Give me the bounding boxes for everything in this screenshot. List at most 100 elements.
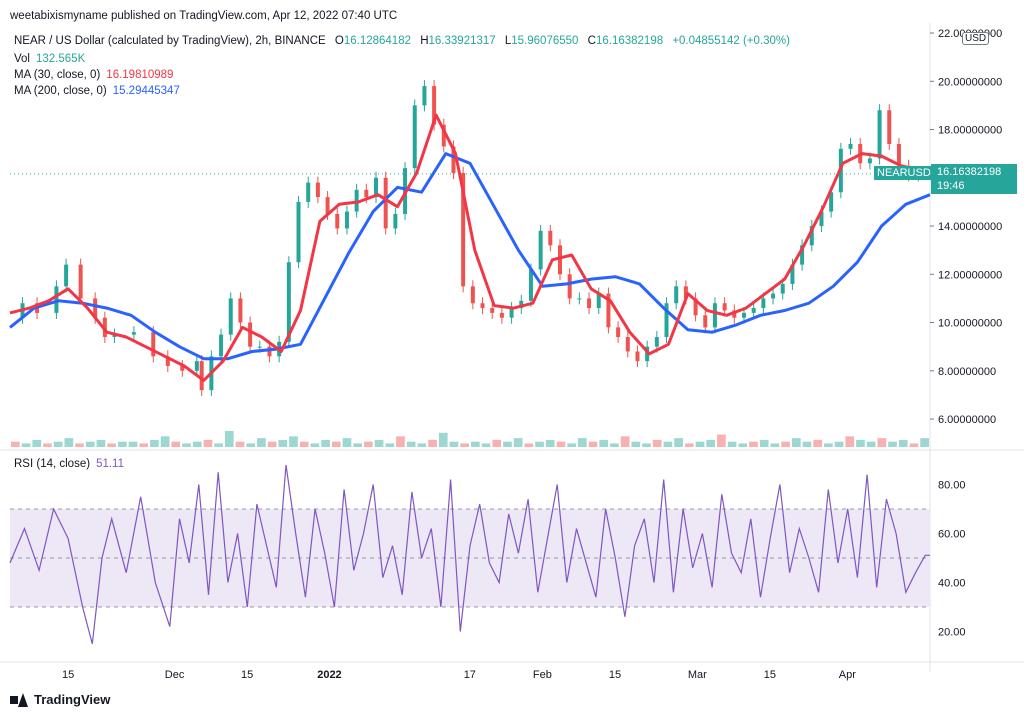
- volume-bar: [695, 441, 705, 447]
- symbol-price-tag: NEARUSD: [874, 166, 934, 180]
- currency-badge[interactable]: USD: [962, 32, 990, 45]
- volume-bar: [642, 443, 651, 447]
- volume-bar: [674, 438, 683, 447]
- volume-label[interactable]: Vol: [14, 53, 30, 65]
- volume-bar: [342, 438, 352, 447]
- candle-body: [567, 274, 572, 299]
- candle-body: [219, 334, 224, 357]
- time-tick-label: Feb: [533, 669, 552, 681]
- candle-body: [771, 293, 776, 299]
- volume-bar: [246, 443, 256, 447]
- candle-body: [887, 110, 892, 144]
- volume-bar: [107, 443, 116, 447]
- candle-body: [131, 332, 136, 335]
- volume-bar: [535, 441, 544, 447]
- time-tick-label: 17: [464, 669, 476, 681]
- volume-bar: [652, 439, 662, 447]
- high-value: 16.33921317: [428, 35, 496, 47]
- volume-bar: [898, 439, 908, 447]
- tradingview-logo[interactable]: TradingView: [10, 692, 110, 707]
- candle-body: [509, 308, 514, 318]
- volume-bar: [460, 443, 469, 447]
- volume-bar: [449, 441, 459, 447]
- volume-bar: [257, 438, 266, 447]
- candle-body: [238, 298, 243, 323]
- candle-body: [645, 346, 650, 362]
- volume-bar: [385, 443, 395, 447]
- volume-bar: [577, 438, 587, 447]
- candle-body: [732, 310, 737, 318]
- candle-body: [194, 361, 199, 371]
- candle-body: [683, 286, 688, 299]
- open-value: 16.12864182: [343, 35, 411, 47]
- candle-body: [654, 337, 659, 347]
- candle-body: [422, 86, 427, 106]
- volume-bar: [824, 443, 833, 447]
- volume-bar: [438, 432, 448, 447]
- rsi-value: 51.11: [96, 458, 124, 470]
- rsi-line: [9, 464, 930, 644]
- rsi-tick-label: 40.00: [938, 578, 966, 590]
- candle-body: [548, 230, 553, 246]
- ma200-line: [9, 152, 931, 361]
- volume-bar: [706, 439, 716, 447]
- volume-bar: [117, 441, 127, 447]
- volume-bar: [321, 439, 330, 447]
- candle-body: [393, 213, 398, 229]
- candle-body: [364, 189, 369, 198]
- volume-bar: [802, 441, 812, 447]
- candle-body: [664, 303, 669, 338]
- volume-bar: [428, 439, 437, 447]
- volume-bar: [503, 441, 512, 447]
- symbol-name[interactable]: NEAR / US Dollar (calculated by TradingV…: [14, 35, 326, 47]
- candle-body: [151, 332, 156, 357]
- candle-body: [558, 245, 562, 275]
- candle-body: [809, 226, 814, 246]
- bar-countdown: 19:46: [937, 180, 965, 192]
- volume-bar: [471, 441, 480, 447]
- candle-body: [761, 298, 766, 309]
- volume-bar: [738, 443, 748, 447]
- price-tick-label: 20.00000000: [938, 76, 1002, 88]
- candle-body: [790, 264, 795, 284]
- price-tick-label: 6.00000000: [938, 414, 996, 426]
- candle-body: [180, 365, 185, 371]
- candle-body: [199, 361, 204, 391]
- candle-body: [374, 177, 378, 198]
- candle-body: [751, 308, 756, 313]
- volume-bar: [684, 443, 694, 447]
- time-tick-label: Apr: [839, 669, 856, 681]
- time-tick-label: 15: [241, 669, 253, 681]
- volume-bar: [299, 441, 309, 447]
- price-tick-label: 10.00000000: [938, 318, 1002, 330]
- volume-bar: [567, 443, 576, 447]
- candle-body: [693, 298, 698, 316]
- candle-body: [703, 315, 708, 328]
- candle-body: [848, 143, 853, 149]
- volume-bar: [214, 443, 223, 447]
- candle-body: [315, 182, 320, 198]
- rsi-label[interactable]: RSI (14, close): [14, 458, 91, 470]
- volume-bar: [171, 441, 181, 447]
- candle-body: [267, 346, 272, 357]
- candle-body: [383, 177, 388, 229]
- volume-bar: [331, 441, 341, 447]
- candle-body: [93, 298, 98, 318]
- volume-bar: [759, 439, 769, 447]
- volume-bar: [663, 441, 673, 447]
- volume-bar: [96, 439, 106, 447]
- volume-bar: [267, 441, 277, 447]
- candle-body: [877, 110, 882, 159]
- ma200-label[interactable]: MA (200, close, 0): [14, 85, 107, 97]
- rsi-tick-label: 60.00: [938, 529, 966, 541]
- rsi-legend: RSI (14, close) 51.11: [14, 458, 124, 470]
- volume-bar: [203, 439, 213, 447]
- ma30-label[interactable]: MA (30, close, 0): [14, 69, 101, 81]
- tradingview-wordmark: TradingView: [34, 692, 111, 707]
- candle-body: [829, 192, 834, 212]
- change-value: +0.04855142 (+0.30%): [672, 35, 790, 47]
- volume-bar: [620, 436, 630, 447]
- volume-bar: [727, 441, 737, 447]
- candle-body: [296, 201, 301, 263]
